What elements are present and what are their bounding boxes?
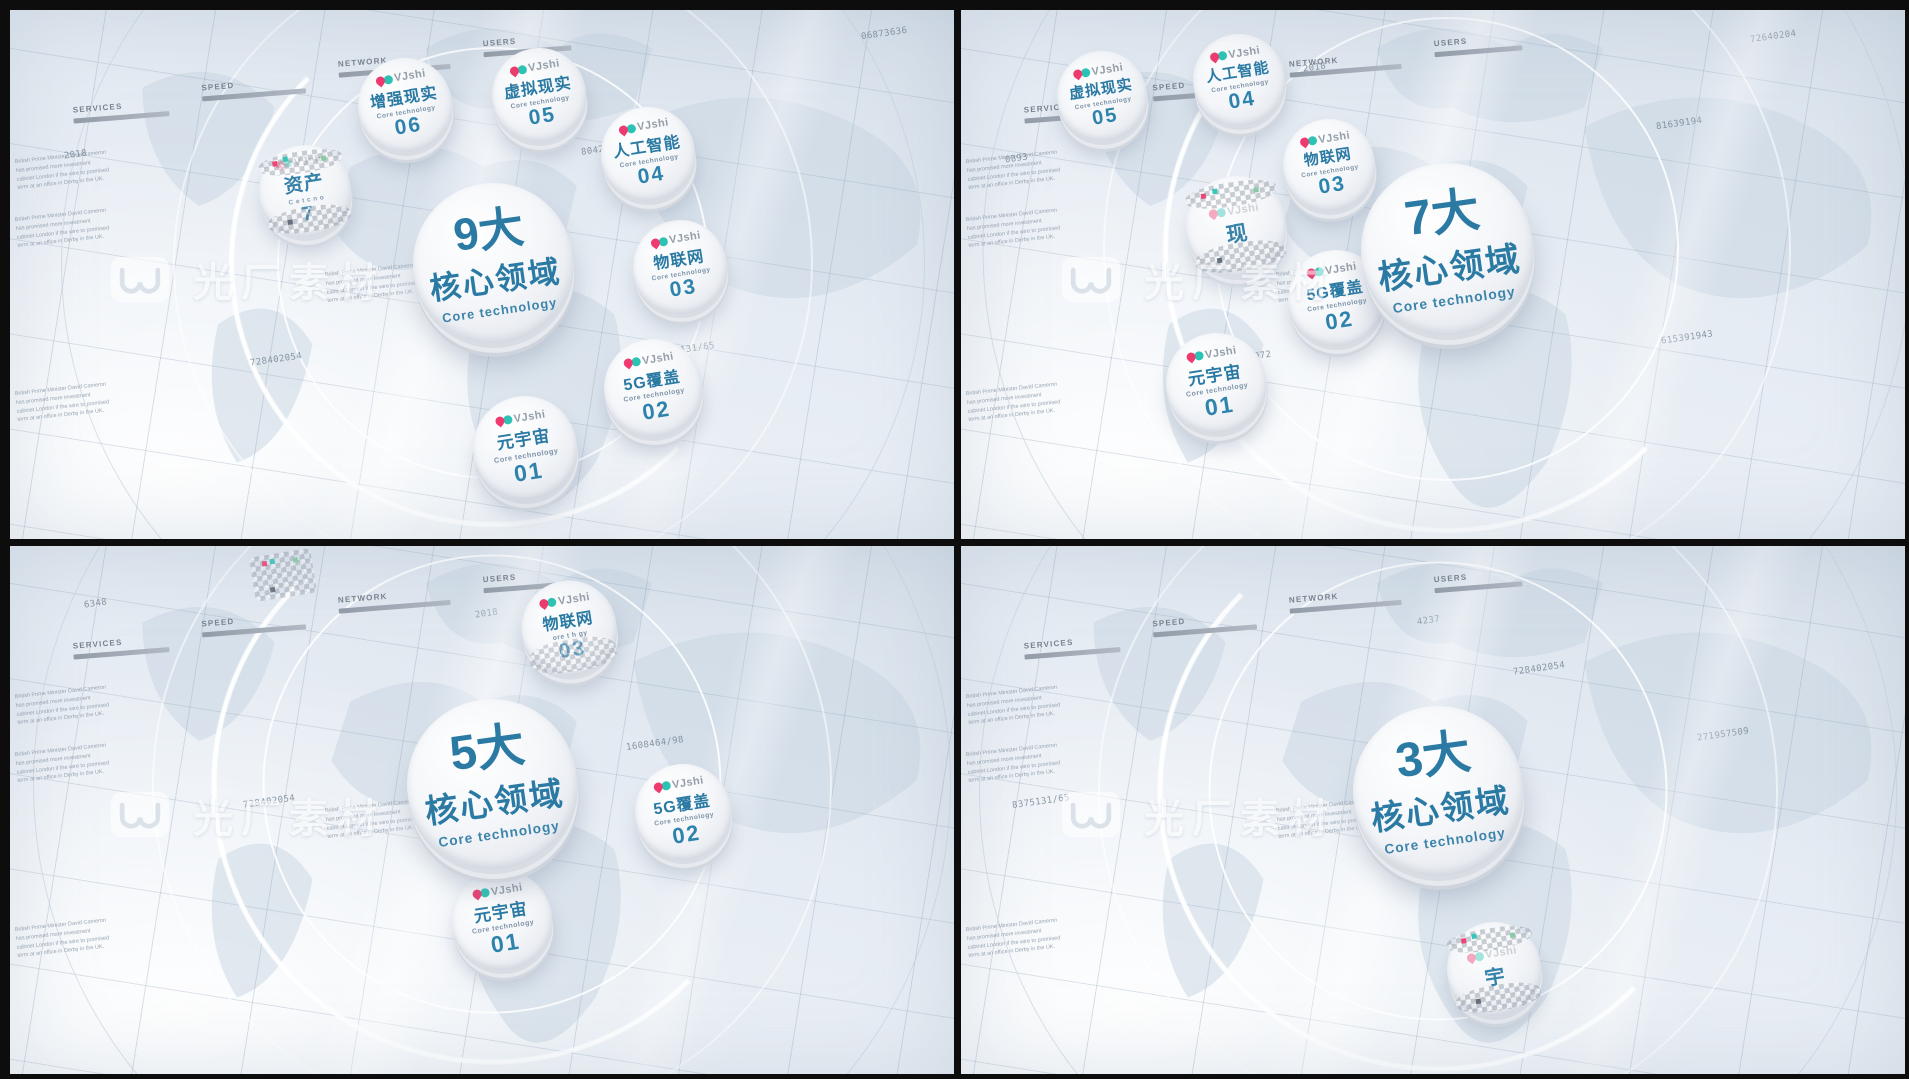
vjshi-logo-dot-pink-icon (621, 357, 635, 371)
frame-7-core-areas: SERVICES SPEED NETWORK USERS 72640204 089… (961, 10, 1905, 539)
center-count: 5大 (446, 718, 529, 782)
center-count: 7大 (1401, 182, 1483, 246)
satellite-number: 02 (670, 819, 703, 850)
satellite-number: 06 (392, 112, 424, 140)
dissolve-pixel (282, 156, 289, 162)
vjshi-logo-text: VJshi (1225, 200, 1260, 218)
satellite-number: 05 (526, 103, 558, 131)
satellite-disc-01: VJshi 元宇宙 Core technology 01 (1158, 325, 1274, 440)
dissolve-pixel (269, 586, 276, 593)
dissolve-pixel (268, 558, 275, 565)
satellite-disc-01: VJshi 元宇宙 Core technology 01 (444, 862, 560, 977)
satellite-number: 01 (488, 927, 523, 958)
dissolve-pixel (1471, 934, 1478, 940)
satellite-number: 7 (299, 201, 317, 227)
satellite-disc-06: VJshi 增强现实 Core technology 06 (350, 50, 459, 159)
dissolve-pixel (271, 160, 278, 167)
satellite-disc-partial: VJshi 物联网 ore t h gy 03 (514, 574, 624, 683)
satellite-number: 02 (1323, 305, 1356, 335)
satellite-disc-04: VJshi 人工智能 Core technology 04 (594, 100, 702, 209)
dissolve-pixel (1211, 188, 1218, 195)
dissolve-pixel (1510, 932, 1516, 939)
dissolve-pixel (1252, 187, 1259, 193)
frame-5-core-areas: SERVICES SPEED NETWORK USERS 6348 2018 728… (10, 545, 954, 1074)
satellite-disc-03: VJshi 物联网 Core technology 03 (1276, 112, 1382, 218)
satellite-disc-03: VJshi 物联网 Core technology 03 (626, 213, 735, 321)
satellite-disc-pixels: VJshi (249, 548, 317, 602)
satellite-label: 宇 (1483, 965, 1508, 991)
satellite-disc-05: VJshi 虚拟现实 Core technology 05 (484, 41, 593, 149)
satellite-label: 现 (1224, 220, 1250, 248)
satellite-disc-ghost: VJshi 宇 (1440, 915, 1549, 1024)
satellite-number: 05 (1090, 103, 1120, 130)
satellite-disc-02: VJshi 5G覆盖 Core technology 02 (596, 332, 709, 445)
frame-9-core-areas: SERVICES SPEED NETWORK USERS 06873636 201… (10, 10, 954, 539)
satellite-number: 03 (668, 275, 699, 303)
frame-3-core-areas: SERVICES SPEED NETWORK USERS 4237 7284020… (961, 545, 1905, 1074)
dissolve-pixel (286, 219, 293, 226)
satellite-number: 03 (556, 636, 588, 664)
satellite-disc-ghost: VJshi 现 (1178, 168, 1293, 284)
center-count: 3大 (1392, 725, 1474, 788)
satellite-number: 03 (1317, 171, 1348, 199)
satellite-disc-02: VJshi 5G覆盖 Core technology 02 (628, 757, 738, 868)
dissolve-pixel (261, 560, 268, 567)
satellite-number: 04 (1227, 87, 1258, 114)
satellite-number: 01 (512, 456, 546, 487)
satellite-number: 01 (1202, 390, 1237, 421)
satellite-disc-01: VJshi 元宇宙 Core technology 01 (465, 388, 585, 508)
satellite-disc-05: VJshi 虚拟现实 Core technology 05 (1050, 44, 1154, 148)
satellite-number: 04 (636, 162, 667, 190)
dissolve-pixel (1200, 193, 1207, 200)
satellite-disc-ghost: VJshi 资产 C e t c n o 7 (251, 138, 358, 244)
satellite-disc-04: VJshi 人工智能 Core technology 04 (1186, 27, 1293, 133)
vjshi-logo: VJshi (273, 152, 326, 172)
dissolve-pixel (319, 154, 326, 161)
center-count: 9大 (450, 200, 528, 262)
dissolve-pixel (1461, 938, 1467, 945)
dissolve-pixel (1476, 998, 1483, 1005)
dissolve-pixel (292, 556, 299, 563)
dissolve-pixel (1216, 257, 1223, 264)
satellite-number: 02 (640, 395, 673, 426)
